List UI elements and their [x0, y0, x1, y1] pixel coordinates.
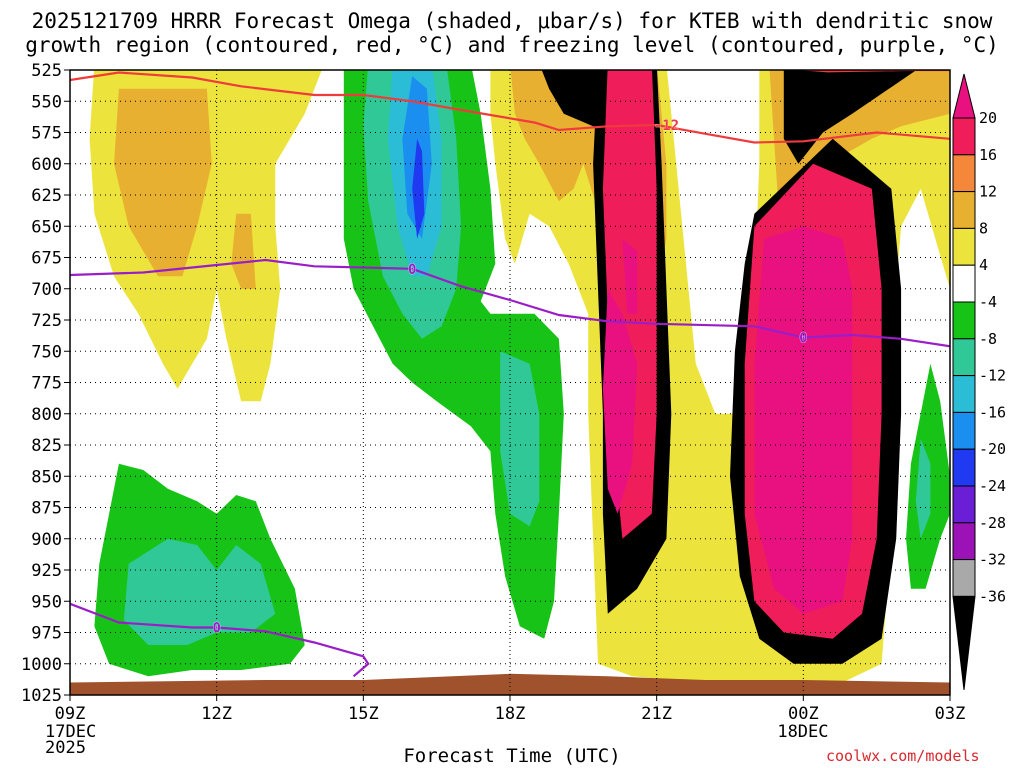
colorbar-label-20: 20 — [979, 109, 997, 127]
chart-title-line-1: 2025121709 HRRR Forecast Omega (shaded, … — [31, 9, 993, 33]
y-tick-label-675: 675 — [31, 249, 62, 269]
y-tick-label-825: 825 — [31, 436, 62, 456]
colorbar-label--16: -16 — [979, 403, 1006, 421]
date-line: 18DEC — [777, 722, 829, 742]
y-tick-label-550: 550 — [31, 92, 62, 112]
colorbar-cell--20 — [952, 448, 976, 487]
x-tick-label-09Z: 09Z — [55, 704, 86, 724]
omega-region-left-orange-small — [231, 213, 256, 289]
colorbar-label--24: -24 — [979, 477, 1006, 495]
y-tick-label-1025: 1025 — [21, 686, 62, 706]
date-label-18dec: 18DEC — [777, 722, 833, 742]
colorbar: 20 16 12 8 4 -4 -8 -12 -16 -20 -24 -28 -32 -36 — [952, 73, 1006, 691]
contour-label-0: -12 — [654, 118, 679, 134]
y-tick-label-725: 725 — [31, 311, 62, 331]
contour-label-2: 0 — [799, 331, 807, 347]
omega-region-left-orange — [114, 88, 212, 277]
colorbar-cell-12 — [952, 191, 976, 229]
y-tick-label-575: 575 — [31, 124, 62, 144]
y-tick-label-975: 975 — [31, 624, 62, 644]
colorbar-label-12: 12 — [979, 183, 997, 201]
x-tick-label-12Z: 12Z — [201, 704, 232, 724]
y-tick-label-775: 775 — [31, 374, 62, 394]
contour-dendritic-12C — [70, 71, 950, 144]
x-axis: 09Z 12Z 15Z 18Z 21Z 00Z 03Z — [55, 695, 966, 724]
y-tick-label-650: 650 — [31, 217, 62, 237]
chart-title-line-2: growth region (contoured, red, °C) and f… — [25, 33, 999, 57]
x-tick-label-15Z: 15Z — [348, 704, 379, 724]
colorbar-cell-4 — [952, 264, 976, 303]
omega-region-right-magenta-core — [754, 226, 853, 614]
contour-dendritic-12C-upper — [796, 70, 950, 73]
colorbar-label--4: -4 — [979, 293, 997, 311]
y-tick-label-700: 700 — [31, 280, 62, 300]
date-line: 2025 — [45, 738, 86, 758]
omega-region-center-magenta — [602, 288, 638, 514]
credit-text[interactable]: coolwx.com/models — [826, 747, 980, 765]
y-tick-label-925: 925 — [31, 561, 62, 581]
contour-label-1: 0 — [408, 262, 416, 278]
y-tick-label-1000: 1000 — [21, 655, 62, 675]
contour-freezing-level-0C — [70, 258, 950, 348]
x-tick-label-00Z: 00Z — [788, 704, 819, 724]
colorbar-label--12: -12 — [979, 367, 1006, 385]
colorbar-label--36: -36 — [979, 587, 1006, 605]
colorbar-label--8: -8 — [979, 330, 997, 348]
colorbar-label-8: 8 — [979, 219, 988, 237]
colorbar-label-4: 4 — [979, 256, 988, 274]
colorbar-cell--16 — [952, 411, 976, 450]
omega-region-center-magenta-small — [622, 238, 638, 314]
ground-terrain — [70, 673, 950, 695]
colorbar-bottom-arrow — [952, 595, 976, 691]
colorbar-label-16: 16 — [979, 146, 997, 164]
contour-label-3: 0 — [212, 621, 220, 637]
colorbar-cell--28 — [952, 522, 976, 561]
omega-region-far-right-teal — [915, 438, 931, 539]
colorbar-cell-8 — [952, 227, 976, 266]
y-tick-label-525: 525 — [31, 61, 62, 81]
date-label-17dec: 17DEC 2025 — [45, 722, 101, 758]
y-tick-label-950: 950 — [31, 592, 62, 612]
x-tick-label-21Z: 21Z — [641, 704, 672, 724]
colorbar-top-arrow — [952, 73, 976, 119]
y-tick-label-850: 850 — [31, 467, 62, 487]
date-line: 17DEC — [45, 722, 97, 742]
x-tick-label-03Z: 03Z — [935, 704, 966, 724]
contour-lines: -12 0 0 0 — [70, 70, 950, 678]
colorbar-cell--24 — [952, 485, 976, 524]
colorbar-cell--32 — [952, 559, 976, 597]
colorbar-cell--8 — [952, 338, 976, 377]
colorbar-label--20: -20 — [979, 440, 1006, 458]
x-axis-title: Forecast Time (UTC) — [403, 745, 621, 767]
omega-shading — [70, 70, 950, 695]
y-tick-label-875: 875 — [31, 499, 62, 519]
x-tick-label-18Z: 18Z — [495, 704, 526, 724]
y-tick-label-750: 750 — [31, 342, 62, 362]
colorbar-cell--12 — [952, 375, 976, 413]
y-axis: 525 550 575 600 625 650 675 700 725 750 775 800 825 8… — [21, 61, 70, 706]
omega-region-teal-lowerleft — [123, 538, 276, 645]
colorbar-cell--4 — [952, 301, 976, 340]
grid-lines — [70, 70, 950, 695]
omega-region-upper-right-orange-dark — [783, 70, 917, 164]
y-tick-label-600: 600 — [31, 155, 62, 175]
colorbar-cell-16 — [952, 154, 976, 193]
y-tick-label-625: 625 — [31, 186, 62, 206]
contour-freezing-level-0C-low — [70, 602, 370, 678]
colorbar-label--32: -32 — [979, 551, 1006, 569]
y-tick-label-900: 900 — [31, 530, 62, 550]
y-tick-label-800: 800 — [31, 405, 62, 425]
colorbar-label--28: -28 — [979, 514, 1006, 532]
colorbar-cell-20 — [952, 117, 976, 156]
